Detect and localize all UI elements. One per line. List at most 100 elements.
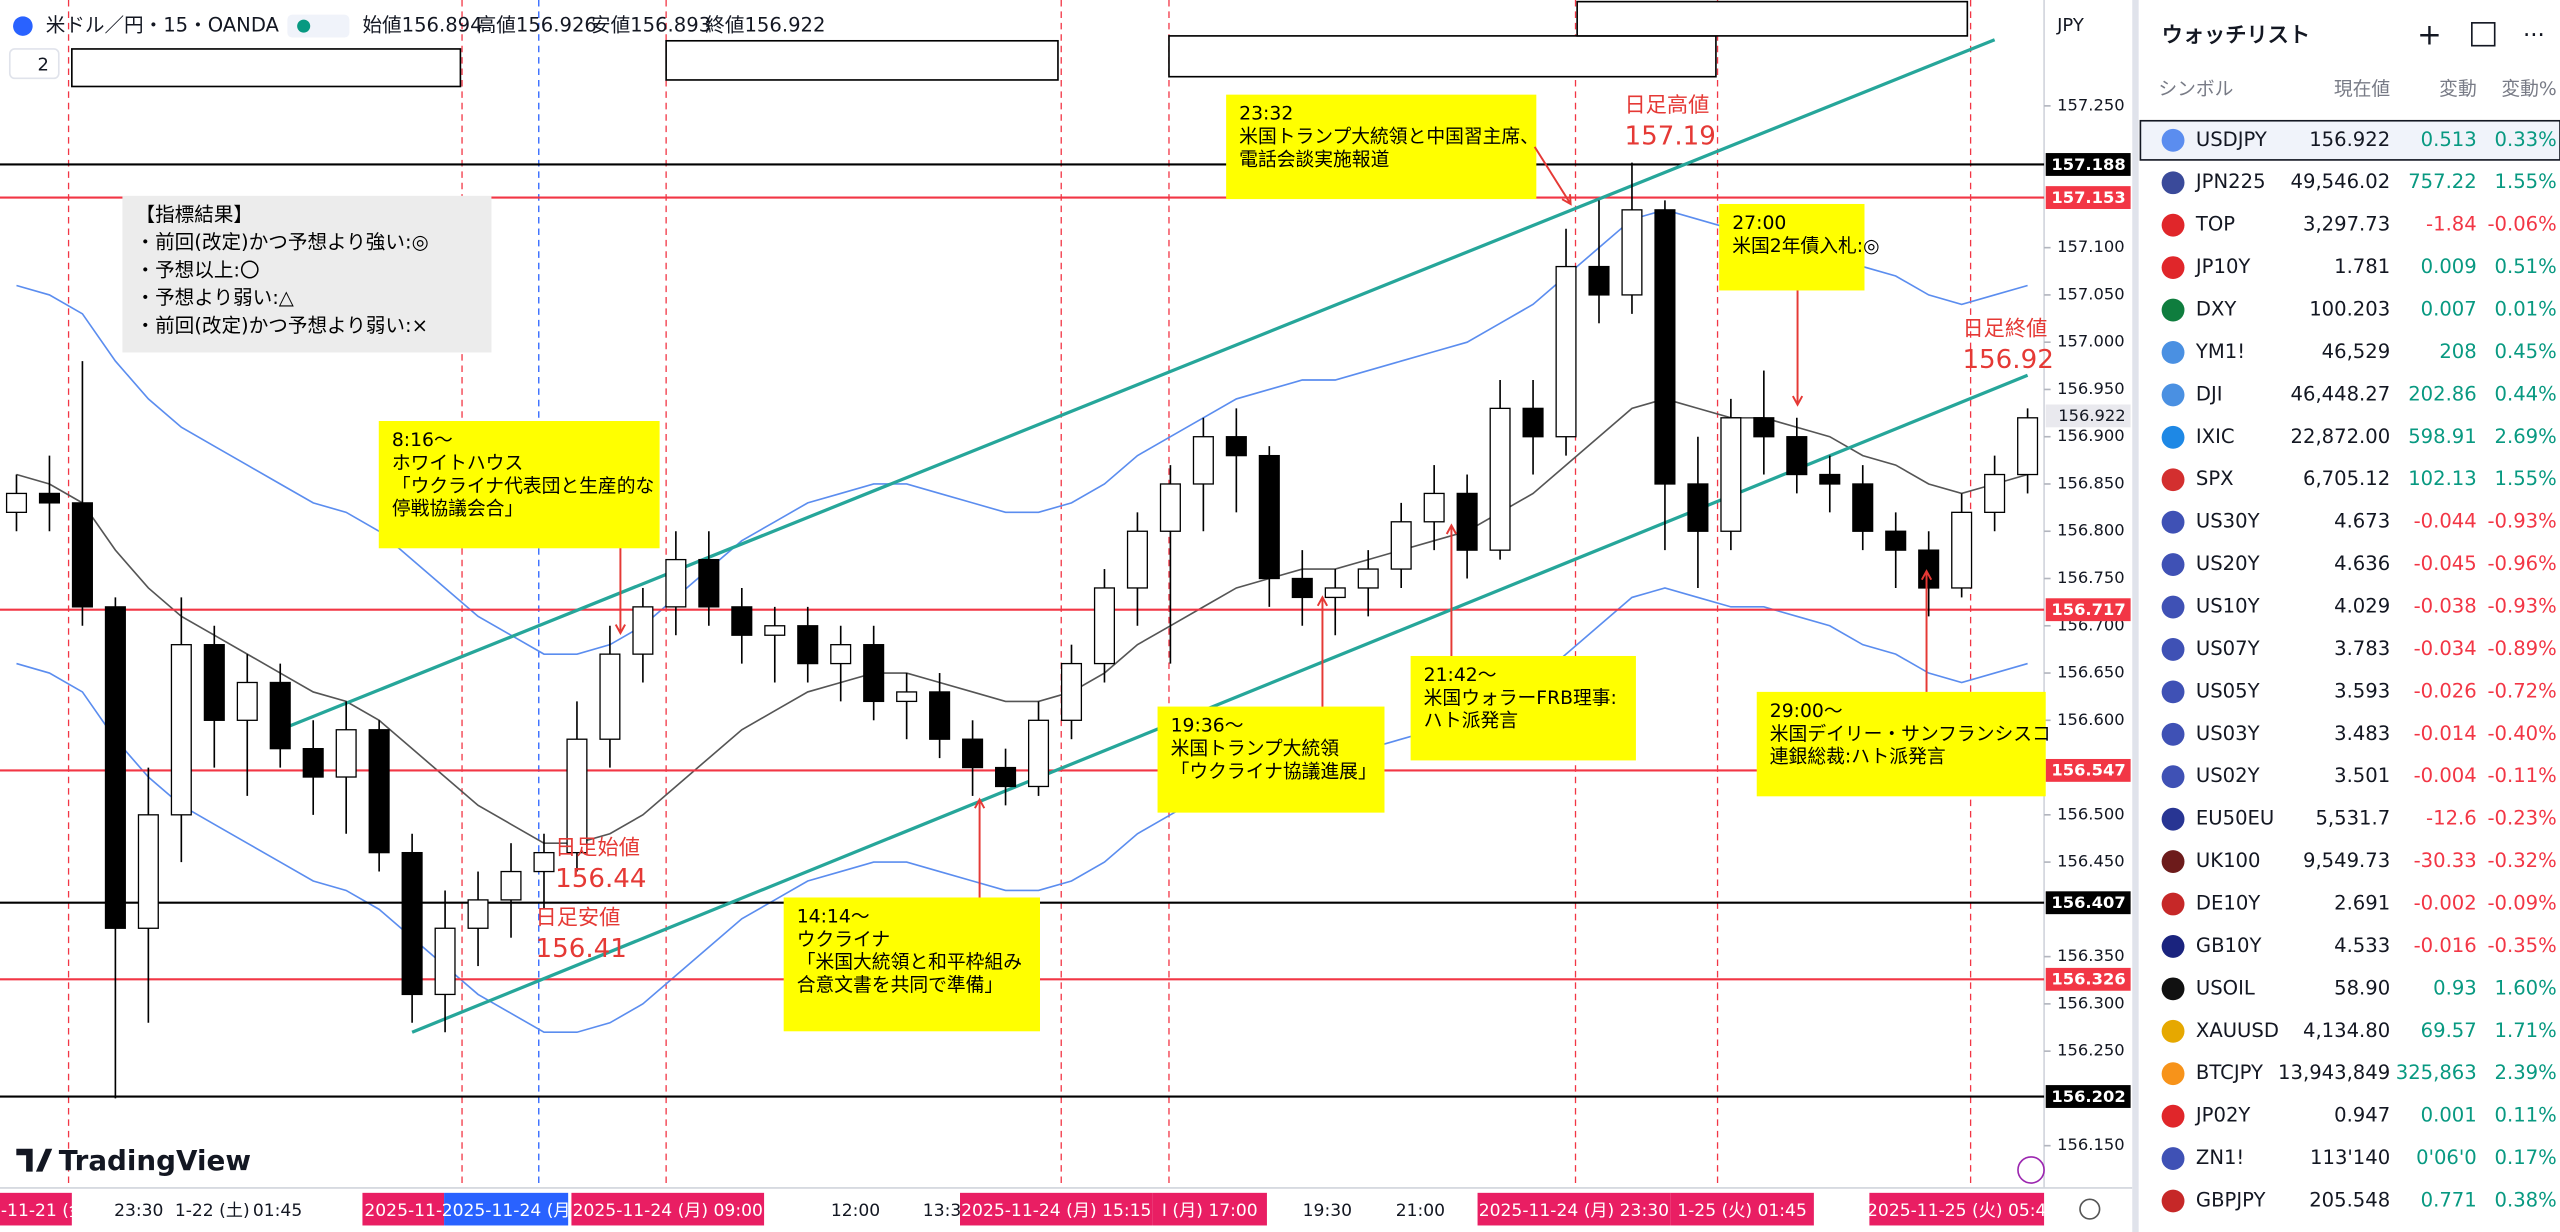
symbol-icon[interactable]	[2161, 850, 2185, 874]
symbol[interactable]: JP02Y	[2194, 1104, 2251, 1127]
symbol[interactable]: USOIL	[2196, 976, 2255, 999]
symbol[interactable]: US10Y	[2196, 595, 2260, 618]
note-text: ・前回(改定)かつ予想より強い:◎	[136, 231, 429, 254]
time-label: I (月) 17:00	[1162, 1201, 1258, 1221]
symbol[interactable]: DXY	[2196, 298, 2236, 321]
change: 0.001	[2421, 1104, 2477, 1127]
symbol[interactable]: BTCJPY	[2196, 1061, 2263, 1084]
symbol-icon[interactable]	[2161, 256, 2185, 280]
y-tick-label: 156.600	[2057, 710, 2124, 729]
symbol[interactable]: US03Y	[2196, 722, 2260, 745]
y-tick-label: 157.000	[2057, 332, 2124, 351]
daily-label-value: 157.19	[1624, 122, 1715, 152]
symbol-icon[interactable]	[2161, 341, 2185, 364]
candle-body	[731, 606, 753, 636]
symbol[interactable]: JP10Y	[2194, 255, 2251, 278]
trend-channel	[279, 38, 1996, 732]
note-box	[1756, 691, 2046, 797]
symbol[interactable]: US02Y	[2196, 764, 2260, 787]
symbol-icon[interactable]	[2161, 383, 2185, 407]
symbol[interactable]: EU50EU	[2196, 807, 2274, 830]
symbol-icon[interactable]	[2161, 171, 2185, 195]
price-level-tag	[2045, 598, 2131, 622]
symbol[interactable]: US30Y	[2196, 510, 2260, 533]
time-label: 1-25 (火) 01:45	[1677, 1201, 1807, 1221]
symbol[interactable]: YM1!	[2195, 340, 2245, 363]
collapse-button[interactable]	[8, 48, 60, 80]
note-text: ウクライナ	[797, 928, 890, 950]
change: 69.57	[2421, 1019, 2477, 1042]
note-text: 「米国大統領と和平枠組み	[797, 951, 1022, 973]
price-level-label: 156.407	[2051, 893, 2125, 912]
symbol-icon[interactable]	[2161, 1147, 2185, 1170]
price-level-tag	[2045, 186, 2131, 209]
symbol[interactable]: GBPJPY	[2196, 1188, 2266, 1211]
symbol[interactable]: IXIC	[2196, 425, 2235, 448]
symbol[interactable]: US05Y	[2196, 679, 2260, 702]
column-header: 現在値	[2334, 78, 2391, 100]
symbol-icon[interactable]	[2161, 680, 2185, 704]
symbol-icon[interactable]	[2161, 1062, 2185, 1086]
symbol-icon[interactable]	[2161, 595, 2185, 619]
symbol[interactable]: US07Y	[2196, 637, 2260, 660]
change-pct: -0.93%	[2487, 510, 2556, 533]
arrow-head	[1561, 194, 1572, 206]
y-tick-label: 156.300	[2057, 993, 2124, 1012]
symbol[interactable]: DE10Y	[2196, 892, 2260, 915]
layout-button[interactable]	[2471, 22, 2496, 47]
note-text: 「ウクライナ協議進展」	[1171, 760, 1377, 782]
symbol-icon[interactable]	[2161, 425, 2185, 449]
symbol-icon[interactable]	[2161, 807, 2185, 831]
symbol-icon[interactable]	[2161, 892, 2185, 916]
change: -0.034	[2414, 637, 2477, 660]
time-label: 2025-11-24 (月) 09:00	[573, 1201, 763, 1221]
change-pct: 2.39%	[2495, 1061, 2557, 1084]
symbol-icon[interactable]	[2161, 213, 2185, 237]
symbol[interactable]: SPX	[2196, 467, 2234, 490]
y-tick-label: 156.900	[2057, 426, 2124, 445]
candle-body	[1687, 483, 1709, 532]
symbol-icon[interactable]	[2161, 1189, 2185, 1213]
symbol[interactable]: US20Y	[2196, 552, 2260, 575]
candle-body	[599, 653, 621, 740]
symbol-icon[interactable]	[2161, 935, 2185, 958]
symbol-icon[interactable]	[2161, 1019, 2185, 1043]
symbol-icon[interactable]	[2161, 128, 2185, 152]
symbol[interactable]: UK100	[2196, 849, 2261, 872]
last-price-tag	[2045, 404, 2131, 428]
symbol[interactable]: JPN225	[2194, 170, 2266, 193]
daily-label-value: 156.44	[555, 864, 646, 894]
symbol[interactable]: TOP	[2195, 213, 2235, 236]
price: 4,134.80	[2303, 1019, 2390, 1042]
header-low: 安値156.893	[591, 14, 711, 37]
symbol[interactable]: GB10Y	[2196, 934, 2262, 957]
symbol[interactable]: XAUUSD	[2196, 1019, 2279, 1042]
candle-body	[962, 738, 984, 769]
symbol-icon[interactable]	[2161, 765, 2185, 789]
symbol-icon[interactable]	[2161, 510, 2185, 534]
symbol-icon[interactable]	[2161, 553, 2185, 577]
change-pct: 2.69%	[2495, 425, 2557, 448]
symbol-icon[interactable]	[2161, 468, 2185, 492]
more-button[interactable]: ···	[2523, 22, 2545, 48]
symbol-icon[interactable]	[2161, 1104, 2185, 1128]
symbol[interactable]: USDJPY	[2196, 128, 2267, 151]
header-close: 終値156.922	[705, 14, 825, 37]
symbol-icon[interactable]	[2161, 977, 2185, 1001]
symbol-icon[interactable]	[2161, 298, 2185, 322]
add-button[interactable]: +	[2417, 17, 2442, 51]
settings-button[interactable]	[2079, 1198, 2101, 1220]
time-label: 12:00	[831, 1201, 880, 1221]
change-pct: 0.45%	[2495, 340, 2557, 363]
symbol-icon[interactable]	[2161, 722, 2185, 746]
price-level-tag	[2045, 967, 2131, 991]
symbol[interactable]: ZN1!	[2196, 1146, 2244, 1169]
lightning-button[interactable]	[2017, 1156, 2045, 1184]
price: 9,549.73	[2303, 849, 2390, 872]
change-pct: 0.01%	[2495, 298, 2557, 321]
daily-label-title: 日足高値	[1624, 93, 1709, 118]
note-text: 停戦協議会合」	[392, 498, 523, 520]
symbol-icon[interactable]	[2161, 638, 2185, 661]
symbol[interactable]: DJI	[2196, 382, 2223, 405]
time-label: 1-22 (土)	[175, 1201, 250, 1221]
